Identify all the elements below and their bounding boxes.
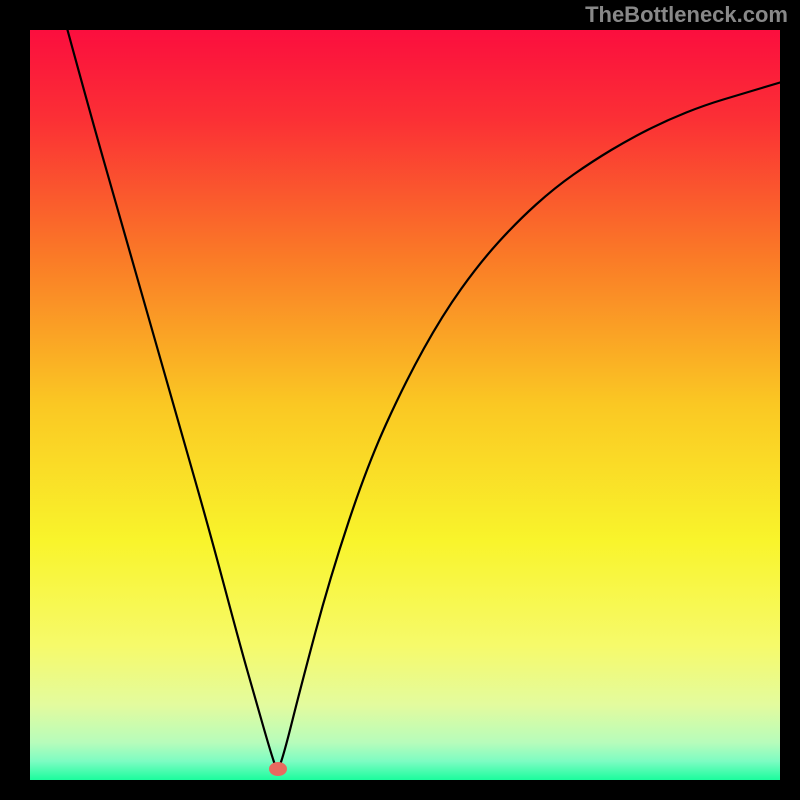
watermark-text: TheBottleneck.com: [585, 2, 788, 28]
chart-container: TheBottleneck.com: [0, 0, 800, 800]
minimum-marker: [269, 762, 287, 776]
bottleneck-curve: [68, 30, 781, 767]
curve-svg: [30, 30, 780, 780]
plot-area: [30, 30, 780, 780]
